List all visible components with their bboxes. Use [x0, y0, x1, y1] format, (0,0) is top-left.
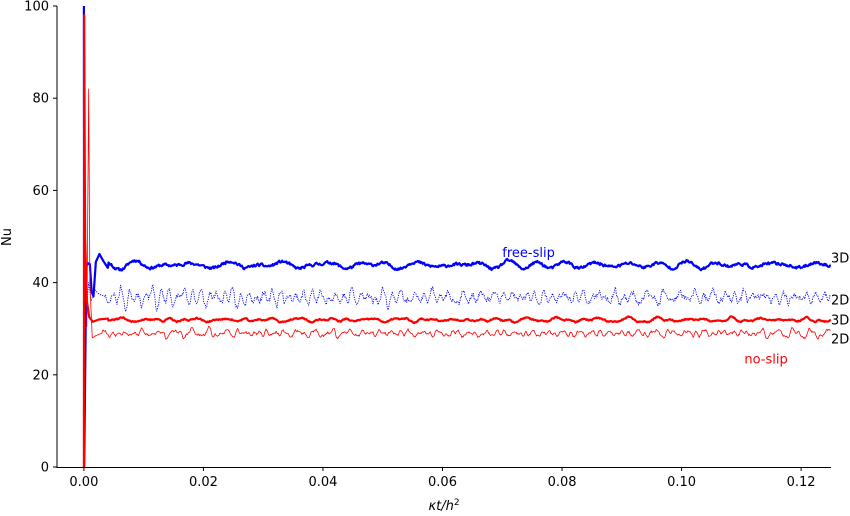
end-label: 3D [831, 313, 849, 328]
x-tick-label: 0.08 [548, 475, 577, 490]
y-tick-label: 60 [32, 184, 49, 199]
annotation-free-slip: free-slip [502, 246, 555, 261]
end-label: 2D [831, 294, 849, 309]
series-free-slip-3d-line [82, 5, 832, 468]
annotations: free-slip no-slip 3D 2D 3D 2D [502, 246, 849, 367]
x-tick-label: 0.02 [189, 475, 218, 490]
end-label: 2D [831, 332, 849, 347]
y-axis-label: Nu [0, 228, 15, 246]
x-tick-label: 0.06 [428, 475, 457, 490]
y-tick-label: 40 [32, 276, 49, 291]
y-tick-label: 20 [32, 368, 49, 383]
y-tick-label: 100 [24, 0, 49, 15]
y-tick-label: 80 [32, 92, 49, 107]
x-tick-label: 0.00 [69, 475, 98, 490]
end-label: 3D [831, 252, 849, 267]
ticks: 0.00 0.02 0.04 0.06 0.08 0.10 0.12 0 20 40 60 80 100 [24, 0, 815, 490]
x-tick-label: 0.10 [667, 475, 696, 490]
series-no-slip-3d-line [82, 14, 832, 468]
series-no-slip-2d-line [83, 88, 831, 340]
x-tick-label: 0.12 [787, 475, 816, 490]
series-layer [82, 5, 832, 468]
x-tick-label: 0.04 [308, 475, 337, 490]
series-free-slip-2d-line [83, 282, 832, 338]
annotation-no-slip: no-slip [744, 352, 787, 367]
axes [56, 6, 831, 468]
x-axis-label: κt/h2 [428, 498, 459, 514]
y-tick-label: 0 [41, 461, 49, 476]
